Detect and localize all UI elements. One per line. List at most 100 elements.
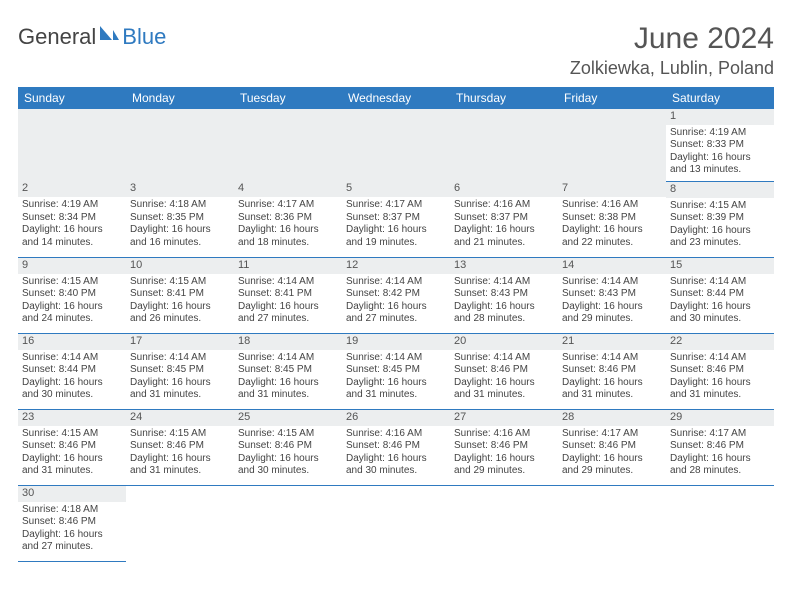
calendar-day-cell: 26Sunrise: 4:16 AMSunset: 8:46 PMDayligh… — [342, 409, 450, 485]
calendar-week-row: 23Sunrise: 4:15 AMSunset: 8:46 PMDayligh… — [18, 409, 774, 485]
daylight-line: Daylight: 16 hours and 22 minutes. — [562, 224, 662, 249]
daylight-line: Daylight: 16 hours and 31 minutes. — [22, 453, 122, 478]
sunset-line: Sunset: 8:41 PM — [238, 288, 338, 301]
calendar-day-cell: 11Sunrise: 4:14 AMSunset: 8:41 PMDayligh… — [234, 257, 342, 333]
sunset-line: Sunset: 8:37 PM — [454, 212, 554, 225]
sunset-line: Sunset: 8:46 PM — [562, 364, 662, 377]
day-number: 4 — [234, 181, 342, 197]
calendar-day-cell: 4Sunrise: 4:17 AMSunset: 8:36 PMDaylight… — [234, 181, 342, 257]
calendar-day-cell: 14 Sunrise: 4:14 AMSunset: 8:43 PMDayligh… — [558, 257, 666, 333]
day-number: 14 — [558, 258, 666, 274]
calendar-day-cell: 21Sunrise: 4:14 AMSunset: 8:46 PMDayligh… — [558, 333, 666, 409]
sunrise-line: Sunrise: 4:14 AM — [454, 276, 554, 289]
day-number: 21 — [558, 334, 666, 350]
sunrise-line: Sunrise: 4:15 AM — [130, 276, 230, 289]
daylight-line: Daylight: 16 hours and 30 minutes. — [22, 377, 122, 402]
sunrise-line: Sunrise: 4:14 AM — [562, 276, 662, 289]
sunset-line: Sunset: 8:33 PM — [670, 139, 770, 152]
sunrise-line: Sunrise: 4:14 AM — [454, 352, 554, 365]
day-number: 13 — [450, 258, 558, 274]
month-title: June 2024 — [570, 22, 774, 56]
sunrise-line: Sunrise: 4:18 AM — [130, 199, 230, 212]
sunset-line: Sunset: 8:46 PM — [346, 440, 446, 453]
title-block: June 2024 Zolkiewka, Lublin, Poland — [570, 22, 774, 79]
daylight-line: Daylight: 16 hours and 27 minutes. — [346, 301, 446, 326]
day-number: 30 — [18, 486, 126, 502]
daylight-line: Daylight: 16 hours and 21 minutes. — [454, 224, 554, 249]
calendar-day-cell — [558, 109, 666, 181]
sunset-line: Sunset: 8:44 PM — [22, 364, 122, 377]
day-number: 7 — [558, 181, 666, 197]
sunrise-line: Sunrise: 4:17 AM — [346, 199, 446, 212]
calendar-day-cell: 23Sunrise: 4:15 AMSunset: 8:46 PMDayligh… — [18, 409, 126, 485]
day-number: 22 — [666, 334, 774, 350]
sunrise-line: Sunrise: 4:15 AM — [670, 200, 770, 213]
sunset-line: Sunset: 8:46 PM — [670, 364, 770, 377]
day-number: 19 — [342, 334, 450, 350]
daylight-line: Daylight: 16 hours and 24 minutes. — [22, 301, 122, 326]
sunset-line: Sunset: 8:34 PM — [22, 212, 122, 225]
weekday-header-row: Sunday Monday Tuesday Wednesday Thursday… — [18, 87, 774, 109]
daylight-line: Daylight: 16 hours and 31 minutes. — [346, 377, 446, 402]
location-subtitle: Zolkiewka, Lublin, Poland — [570, 58, 774, 79]
calendar-day-cell: 18Sunrise: 4:14 AMSunset: 8:45 PMDayligh… — [234, 333, 342, 409]
sunrise-line: Sunrise: 4:14 AM — [670, 352, 770, 365]
weekday-header: Sunday — [18, 87, 126, 109]
sunset-line: Sunset: 8:45 PM — [346, 364, 446, 377]
weekday-header: Thursday — [450, 87, 558, 109]
sunset-line: Sunset: 8:43 PM — [562, 288, 662, 301]
calendar-week-row: 1Sunrise: 4:19 AMSunset: 8:33 PMDaylight… — [18, 109, 774, 181]
daylight-line: Daylight: 16 hours and 29 minutes. — [562, 301, 662, 326]
day-number: 3 — [126, 181, 234, 197]
calendar-day-cell: 10Sunrise: 4:15 AMSunset: 8:41 PMDayligh… — [126, 257, 234, 333]
day-number: 20 — [450, 334, 558, 350]
brand-part1: General — [18, 24, 96, 50]
sunset-line: Sunset: 8:41 PM — [130, 288, 230, 301]
daylight-line: Daylight: 16 hours and 30 minutes. — [670, 301, 770, 326]
sunset-line: Sunset: 8:35 PM — [130, 212, 230, 225]
sunrise-line: Sunrise: 4:14 AM — [238, 352, 338, 365]
sunrise-line: Sunrise: 4:19 AM — [22, 199, 122, 212]
sunset-line: Sunset: 8:36 PM — [238, 212, 338, 225]
daylight-line: Daylight: 16 hours and 29 minutes. — [454, 453, 554, 478]
daylight-line: Daylight: 16 hours and 26 minutes. — [130, 301, 230, 326]
daylight-line: Daylight: 16 hours and 13 minutes. — [670, 152, 770, 177]
daylight-line: Daylight: 16 hours and 18 minutes. — [238, 224, 338, 249]
sunset-line: Sunset: 8:46 PM — [238, 440, 338, 453]
calendar-day-cell — [126, 485, 234, 561]
sunrise-line: Sunrise: 4:14 AM — [130, 352, 230, 365]
daylight-line: Daylight: 16 hours and 28 minutes. — [670, 453, 770, 478]
calendar-day-cell: 9Sunrise: 4:15 AMSunset: 8:40 PMDaylight… — [18, 257, 126, 333]
brand-logo: General Blue — [18, 22, 166, 50]
day-number: 12 — [342, 258, 450, 274]
calendar-week-row: 9Sunrise: 4:15 AMSunset: 8:40 PMDaylight… — [18, 257, 774, 333]
calendar-day-cell: 3 Sunrise: 4:18 AMSunset: 8:35 PMDaylight… — [126, 181, 234, 257]
daylight-line: Daylight: 16 hours and 31 minutes. — [454, 377, 554, 402]
calendar-week-row: 2 Sunrise: 4:19 AMSunset: 8:34 PM Daylight… — [18, 181, 774, 257]
sunrise-line: Sunrise: 4:19 AM — [670, 127, 770, 140]
calendar-day-cell — [126, 109, 234, 181]
calendar-day-cell: 7Sunrise: 4:16 AMSunset: 8:38 PMDaylight… — [558, 181, 666, 257]
day-number: 17 — [126, 334, 234, 350]
daylight-line: Daylight: 16 hours and 23 minutes. — [670, 225, 770, 250]
calendar-day-cell: 16Sunrise: 4:14 AMSunset: 8:44 PMDayligh… — [18, 333, 126, 409]
sunrise-line: Sunrise: 4:16 AM — [454, 199, 554, 212]
sunrise-line: Sunrise: 4:15 AM — [22, 428, 122, 441]
day-number: 29 — [666, 410, 774, 426]
sunset-line: Sunset: 8:46 PM — [130, 440, 230, 453]
calendar-day-cell: 20Sunrise: 4:14 AMSunset: 8:46 PMDayligh… — [450, 333, 558, 409]
day-number: 2 — [18, 181, 126, 197]
daylight-line: Daylight: 16 hours and 16 minutes. — [130, 224, 230, 249]
calendar-day-cell: 13Sunrise: 4:14 AMSunset: 8:43 PMDayligh… — [450, 257, 558, 333]
sunset-line: Sunset: 8:45 PM — [130, 364, 230, 377]
sunrise-line: Sunrise: 4:16 AM — [454, 428, 554, 441]
sunset-line: Sunset: 8:46 PM — [562, 440, 662, 453]
calendar-day-cell: 22Sunrise: 4:14 AMSunset: 8:46 PMDayligh… — [666, 333, 774, 409]
calendar-day-cell — [450, 109, 558, 181]
sunrise-line: Sunrise: 4:14 AM — [670, 276, 770, 289]
page-header: General Blue June 2024 Zolkiewka, Lublin… — [18, 22, 774, 79]
daylight-line: Daylight: 16 hours and 30 minutes. — [238, 453, 338, 478]
day-number: 25 — [234, 410, 342, 426]
calendar-day-cell: 1Sunrise: 4:19 AMSunset: 8:33 PMDaylight… — [666, 109, 774, 181]
daylight-line: Daylight: 16 hours and 31 minutes. — [562, 377, 662, 402]
